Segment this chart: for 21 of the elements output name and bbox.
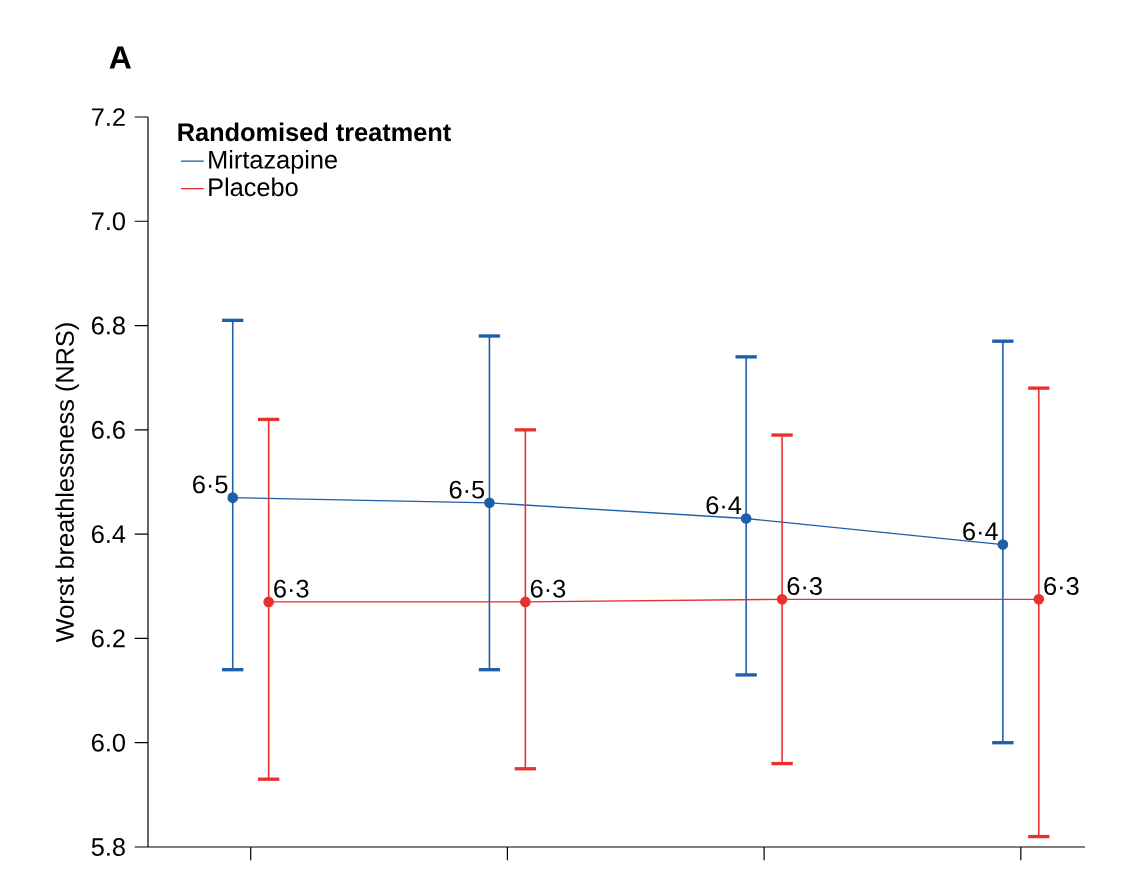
y-tick-label: 6.8 [92,316,125,335]
data-label: 6·4 [963,522,998,541]
legend-label: Mirtazapine [209,150,337,174]
y-tick-label: 5.8 [91,838,125,856]
y-tick-label: 6.0 [92,733,125,752]
y-tick-label: 6.2 [92,629,125,648]
data-label: 6·3 [530,579,566,598]
y-axis-title: Worst breathlessness (NRS) [55,323,79,643]
legend-label: Placebo [209,177,298,197]
legend-title: Randomised treatment [178,122,451,142]
data-label: 6·4 [706,496,742,515]
chart-title: A [109,46,131,69]
data-label: 6·3 [787,577,822,596]
y-tick-label: 6.4 [92,525,126,544]
data-label: 6·3 [274,579,309,598]
data-label: 6·5 [193,475,228,494]
data-label: 6·5 [449,480,485,499]
y-tick-label: 7.2 [92,108,125,126]
y-tick-label: 7.0 [92,212,125,231]
data-label: 6·3 [1044,577,1079,596]
y-tick-label: 6.6 [92,420,125,439]
